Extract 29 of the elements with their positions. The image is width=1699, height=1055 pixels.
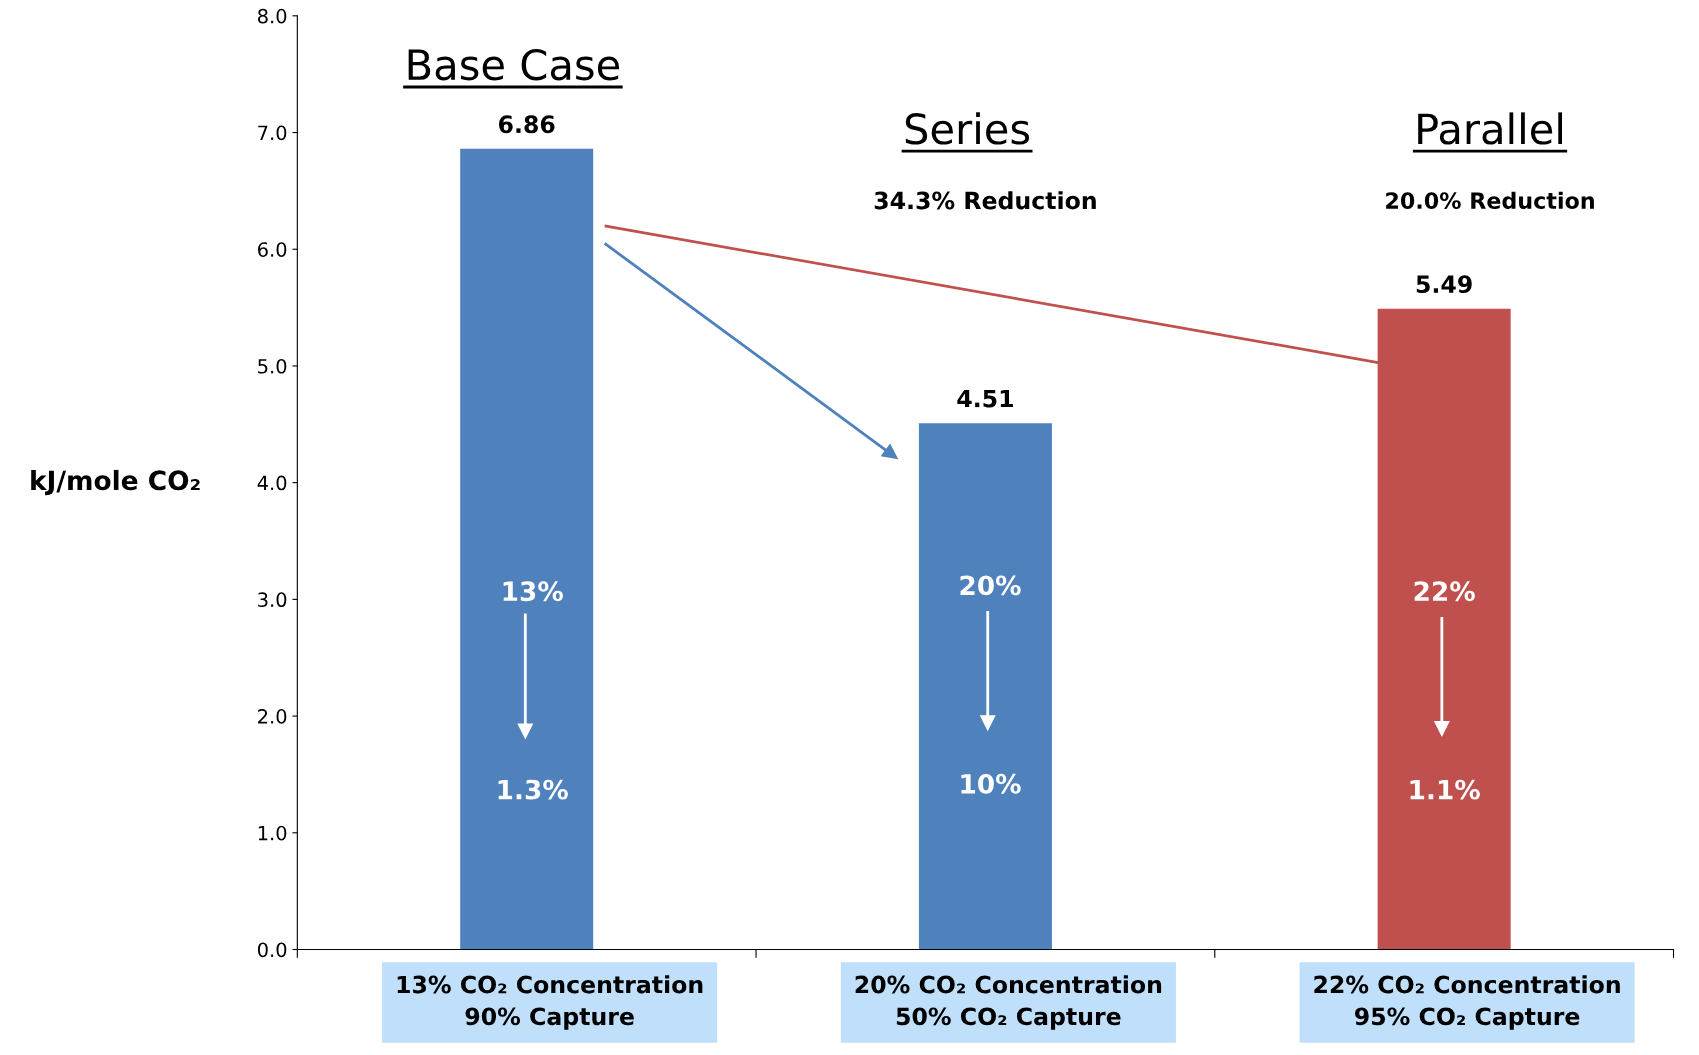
annotation: 22% (1414, 581, 1475, 602)
annotation: 34.3% Reduction (874, 191, 1096, 210)
annotation: 20% (960, 575, 1021, 596)
annotation: 20.0% Reduction (1386, 191, 1594, 210)
annotation: 1.1% (1410, 779, 1480, 800)
y-tick-label: 5.0 (258, 358, 287, 374)
x-tick-label: 22% CO₂ Concentration 95% CO₂ Capture (1314, 975, 1620, 1030)
y-tick-label: 3.0 (258, 592, 287, 608)
bar (460, 148, 594, 950)
bar (918, 423, 1052, 950)
y-axis-title: kJ/mole CO₂ (31, 469, 200, 496)
y-tick-label: 4.0 (257, 475, 287, 491)
y-tick-label: 2.0 (258, 709, 287, 724)
annotation: 10% (961, 773, 1021, 794)
annotation: 13% (503, 581, 563, 602)
annotation: Series (905, 112, 1030, 145)
annotation: Parallel (1418, 112, 1563, 145)
annotation: Base Case (408, 48, 620, 81)
y-tick-label: 0.0 (257, 942, 287, 958)
x-tick-label: 13% CO₂ Concentration 90% Capture (397, 975, 703, 1030)
data-label: 4.51 (957, 389, 1013, 408)
x-tick-label: 20% CO₂ Concentration 50% CO₂ Capture (855, 975, 1162, 1030)
data-label: 5.49 (1416, 275, 1472, 294)
y-tick-label: 1.0 (258, 825, 287, 841)
y-tick-label: 6.0 (258, 242, 287, 257)
annotation: 1.3% (498, 779, 568, 800)
y-tick-label: 8.0 (258, 8, 287, 24)
data-label: 6.86 (499, 115, 555, 134)
y-tick-label: 7.0 (258, 125, 287, 141)
